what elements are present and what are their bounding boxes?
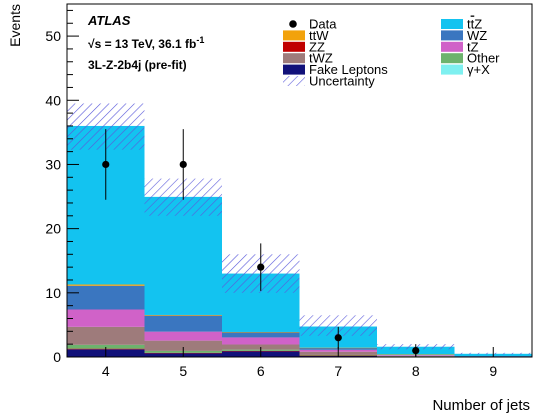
legend-swatch-ttz bbox=[441, 19, 463, 29]
bar-ttw-njet-6 bbox=[222, 331, 300, 333]
y-tick-label: 20 bbox=[45, 221, 61, 237]
data-point-njet-4 bbox=[102, 160, 110, 169]
region-label: 3L-Z-2b4j (pre-fit) bbox=[88, 58, 187, 72]
atlas-label-block: ATLAS √s = 13 TeV, 36.1 fb-1 3L-Z-2b4j (… bbox=[87, 13, 204, 72]
bar-tz-njet-4 bbox=[67, 309, 145, 327]
energy-label: √s = 13 TeV, 36.1 fb-1 bbox=[88, 35, 204, 51]
bar-wz-njet-6 bbox=[222, 332, 300, 338]
y-tick-label: 10 bbox=[45, 285, 61, 301]
axes: 0 10 20 30 40 50 4 5 6 7 8 9 bbox=[45, 9, 497, 379]
legend-marker-data bbox=[289, 20, 297, 28]
legend-label-zz: ZZ bbox=[309, 39, 325, 54]
legend-label-tz: tZ bbox=[467, 39, 479, 54]
bar-tz-njet-5 bbox=[144, 331, 222, 341]
x-tick-label: 8 bbox=[412, 363, 420, 379]
legend-swatch-gamma-x bbox=[441, 64, 463, 75]
y-tick-label: 0 bbox=[53, 349, 61, 365]
x-axis-label: Number of jets bbox=[432, 397, 530, 414]
legend-swatch-wz bbox=[441, 30, 463, 41]
y-tick-label: 40 bbox=[45, 92, 61, 108]
legend-label-uncertainty: Uncertainty bbox=[309, 74, 375, 89]
x-tick-label: 7 bbox=[334, 363, 342, 379]
legend-swatch-other bbox=[441, 53, 463, 64]
data-point-njet-5 bbox=[179, 160, 187, 169]
bar-twz-njet-4 bbox=[67, 326, 145, 345]
x-tick-label: 5 bbox=[179, 363, 187, 379]
legend-swatch-tz bbox=[441, 41, 463, 52]
y-axis-label: Events bbox=[7, 4, 23, 47]
data-points bbox=[102, 129, 420, 357]
y-tick-label: 30 bbox=[45, 156, 61, 172]
bar-other-njet-4 bbox=[67, 344, 145, 349]
x-tick-label: 9 bbox=[489, 363, 497, 379]
bar-ttz-njet-5 bbox=[144, 196, 222, 315]
data-point-njet-6 bbox=[257, 263, 265, 271]
legend-label-twz: tWZ bbox=[309, 51, 333, 66]
bar-ttw-njet-5 bbox=[144, 314, 222, 316]
data-point-njet-7 bbox=[334, 334, 342, 342]
legend-label-ttz: ttZ bbox=[467, 17, 482, 32]
atlas-label: ATLAS bbox=[87, 13, 131, 28]
bar-wz-njet-4 bbox=[67, 285, 145, 310]
legend-label-wz: WZ bbox=[467, 28, 487, 43]
x-tick-label: 4 bbox=[102, 363, 110, 379]
bar-wz-njet-5 bbox=[144, 315, 222, 332]
plot-frame bbox=[66, 3, 533, 358]
legend-swatch-zz bbox=[283, 41, 305, 52]
legend-label-gamma-x: γ+X bbox=[467, 62, 490, 77]
bar-ttw-njet-4 bbox=[67, 284, 145, 286]
energy-label-superscript: -1 bbox=[196, 35, 204, 45]
uncertainty-band-njet-7 bbox=[299, 315, 377, 336]
legend-label-other: Other bbox=[467, 51, 500, 66]
legend-swatch-fake-leptons bbox=[283, 64, 305, 75]
legend-label-fake-leptons: Fake Leptons bbox=[309, 62, 388, 77]
bar-twz-njet-5 bbox=[144, 340, 222, 351]
legend-swatch-uncertainty bbox=[283, 76, 305, 86]
y-tick-label: 50 bbox=[45, 28, 61, 44]
bar-tz-njet-6 bbox=[222, 337, 300, 345]
energy-label-main: √s = 13 TeV, 36.1 fb bbox=[88, 37, 196, 51]
legend-swatch-ttw bbox=[283, 30, 305, 41]
legend-label-data: Data bbox=[309, 17, 337, 32]
x-tick-label: 6 bbox=[257, 363, 265, 379]
legend-swatch-twz bbox=[283, 53, 305, 64]
legend-label-ttw: ttW bbox=[309, 28, 329, 43]
